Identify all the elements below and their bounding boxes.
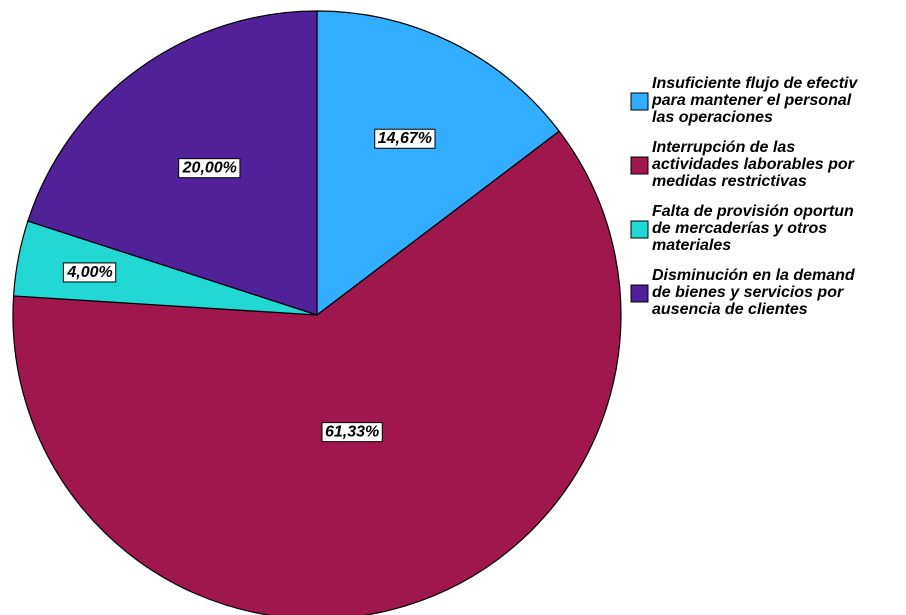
legend-swatch: [630, 156, 649, 175]
legend-swatch: [630, 284, 649, 303]
legend-label: Interrupción de las actividades laborable…: [652, 139, 855, 190]
pie-slice: [316, 10, 561, 317]
label-box: [374, 128, 436, 149]
data-label-text: 61,33%: [325, 424, 379, 441]
pie-slice: [27, 10, 318, 316]
label-box: [178, 158, 241, 179]
data-label: 61,33%: [321, 422, 383, 443]
legend-label: Falta de provisión oportun de mercaderías…: [652, 203, 854, 254]
label-box: [321, 422, 383, 443]
legend-label: Insuficiente flujo de efectiv para manten…: [651, 75, 858, 126]
data-label-text: 4,00%: [66, 264, 112, 281]
data-label-text: 14,67%: [378, 130, 432, 147]
data-label-text: 20,00%: [182, 160, 237, 177]
label-box: [62, 262, 117, 283]
legend-swatch: [630, 92, 649, 111]
legend-label: Disminución en la demand de bienes y serv…: [652, 267, 856, 318]
legend-swatch: [630, 220, 649, 239]
pie-slice: [12, 130, 622, 615]
data-label: 4,00%: [62, 262, 117, 283]
data-label: 20,00%: [178, 158, 241, 179]
data-label: 14,67%: [374, 128, 436, 149]
